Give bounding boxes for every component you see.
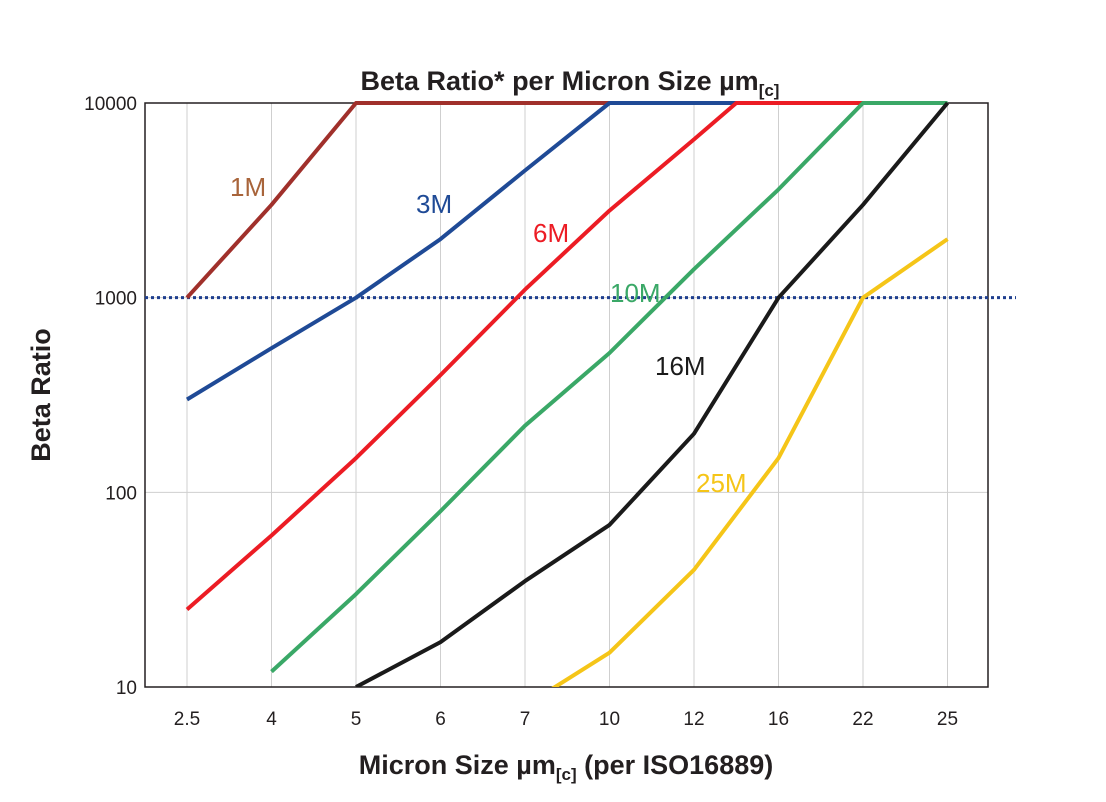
series-label-6M: 6M [533, 218, 569, 248]
x-tick-label: 12 [683, 709, 704, 730]
y-tick-label: 10000 [84, 94, 137, 115]
x-tick-label: 7 [520, 709, 531, 730]
y-tick-label: 100 [105, 483, 137, 504]
y-axis-label: Beta Ratio [26, 328, 56, 462]
series-line-16M [355, 101, 950, 687]
x-tick-label: 5 [351, 709, 362, 730]
x-tick-label: 4 [266, 709, 277, 730]
x-tick-label: 2.5 [174, 709, 200, 730]
x-tick-label: 25 [937, 709, 958, 730]
x-tick-label: 16 [768, 709, 789, 730]
x-tick-label: 10 [599, 709, 620, 730]
x-tick-label: 6 [435, 709, 446, 730]
y-tick-label: 10 [116, 678, 137, 699]
series-label-10M: 10M [610, 278, 661, 308]
x-tick-label: 22 [852, 709, 873, 730]
series-label-3M: 3M [416, 189, 452, 219]
series-label-25M: 25M [696, 468, 747, 498]
series-line-25M [551, 237, 949, 687]
grid [145, 102, 988, 688]
chart-title: Beta Ratio* per Micron Size µm[c] [361, 66, 780, 100]
x-axis-label: Micron Size µm[c] (per ISO16889) [359, 750, 773, 784]
series-label-16M: 16M [655, 351, 706, 381]
y-tick-label: 1000 [95, 289, 137, 310]
series-label-1M: 1M [230, 172, 266, 202]
